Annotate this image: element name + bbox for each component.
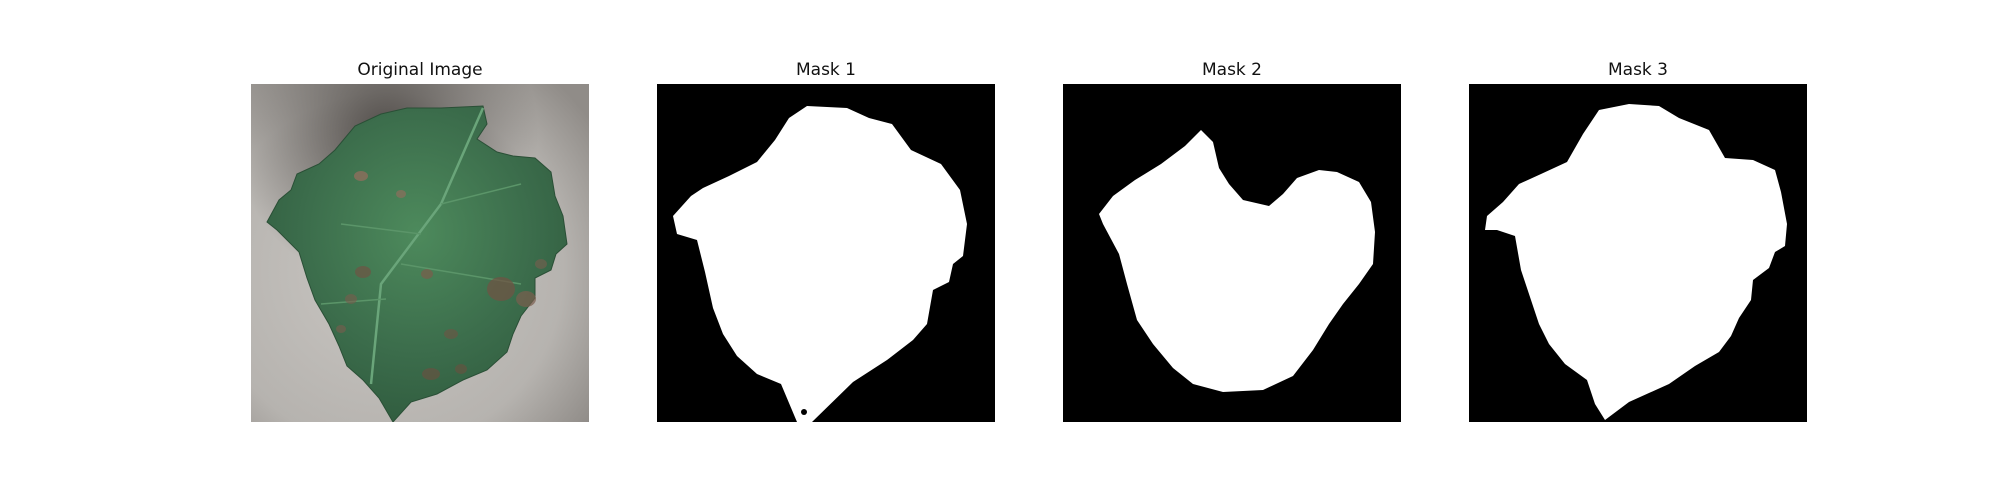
mask-3-image [1469, 84, 1807, 422]
mask-region [1485, 104, 1787, 420]
panel-mask-3: Mask 3 [1469, 56, 1807, 422]
panel-title: Mask 3 [1607, 60, 1668, 80]
leaf-photo [251, 84, 589, 422]
panel-mask-2: Mask 2 [1063, 56, 1401, 422]
mask-2-image [1063, 84, 1401, 422]
panel-title: Mask 1 [795, 60, 856, 80]
leaf-shape [266, 105, 568, 422]
panel-title: Mask 2 [1201, 60, 1262, 80]
mask-1-image [657, 84, 995, 422]
mask-region [1099, 130, 1375, 392]
panel-title: Original Image [357, 60, 483, 80]
panel-mask-1: Mask 1 [657, 56, 995, 422]
mask-region [673, 106, 967, 422]
panel-original-image: Original Image [251, 56, 589, 422]
